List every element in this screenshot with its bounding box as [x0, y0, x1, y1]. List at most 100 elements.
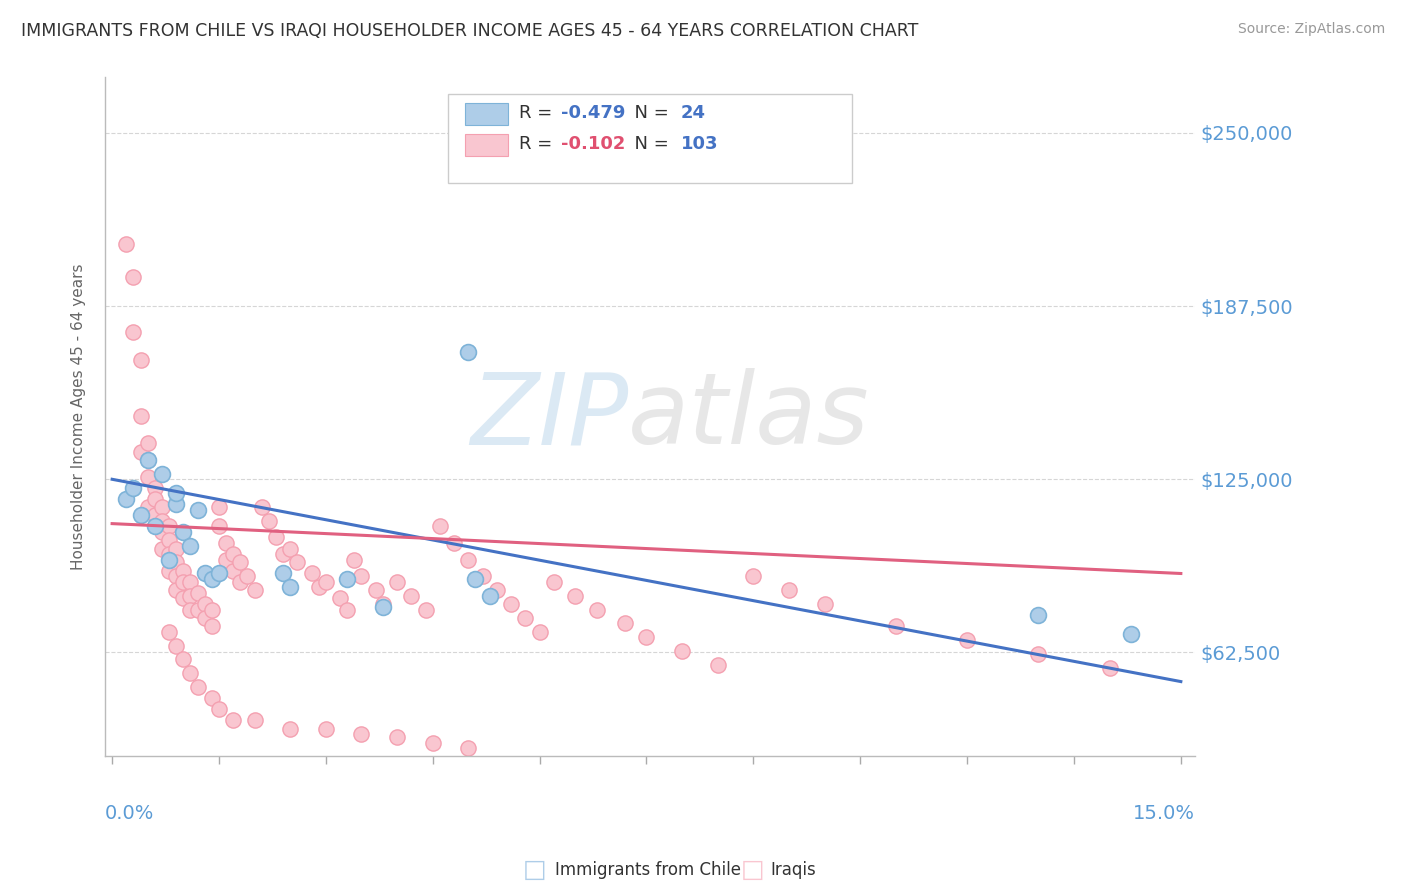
FancyBboxPatch shape — [465, 134, 509, 155]
Point — [229, 556, 252, 570]
Point — [315, 722, 337, 736]
Point — [129, 409, 152, 423]
Point — [364, 583, 387, 598]
Text: 24: 24 — [681, 104, 706, 122]
Text: atlas: atlas — [628, 368, 870, 466]
Point — [614, 616, 637, 631]
Point — [129, 444, 152, 458]
Point — [172, 652, 194, 666]
Point — [250, 500, 273, 514]
Point — [415, 602, 437, 616]
Point — [671, 644, 693, 658]
Point — [150, 524, 173, 539]
Text: N =: N = — [623, 135, 675, 153]
Point — [208, 519, 231, 533]
Point — [172, 564, 194, 578]
Point — [136, 469, 159, 483]
Text: □: □ — [523, 858, 546, 881]
Point — [478, 589, 501, 603]
Text: 103: 103 — [681, 135, 718, 153]
Point — [457, 344, 479, 359]
Point — [301, 566, 323, 581]
Point — [1028, 608, 1050, 623]
Point — [1028, 647, 1050, 661]
Text: R =: R = — [519, 104, 558, 122]
Point — [157, 533, 180, 548]
Text: ZIP: ZIP — [470, 368, 628, 466]
Point — [201, 572, 224, 586]
Point — [371, 599, 394, 614]
Text: -0.102: -0.102 — [561, 135, 626, 153]
Point — [471, 569, 494, 583]
Point — [143, 481, 166, 495]
Point — [457, 741, 479, 756]
Point — [194, 597, 217, 611]
Point — [585, 602, 607, 616]
Point — [179, 539, 201, 553]
Point — [350, 569, 373, 583]
Point — [136, 436, 159, 450]
Point — [529, 624, 551, 639]
Point — [884, 619, 907, 633]
Point — [165, 583, 187, 598]
Text: Source: ZipAtlas.com: Source: ZipAtlas.com — [1237, 22, 1385, 37]
Point — [422, 735, 444, 749]
Point — [208, 566, 231, 581]
Point — [208, 500, 231, 514]
Point — [464, 572, 486, 586]
Point — [165, 639, 187, 653]
Point — [236, 569, 259, 583]
Point — [243, 583, 266, 598]
Point — [179, 574, 201, 589]
Point — [706, 657, 728, 672]
Point — [157, 564, 180, 578]
Point — [308, 580, 330, 594]
Point — [115, 236, 138, 251]
Point — [278, 722, 301, 736]
Point — [457, 552, 479, 566]
Point — [136, 500, 159, 514]
Text: R =: R = — [519, 135, 558, 153]
Point — [278, 541, 301, 556]
Y-axis label: Householder Income Ages 45 - 64 years: Householder Income Ages 45 - 64 years — [72, 264, 86, 570]
Point — [157, 552, 180, 566]
Point — [742, 569, 765, 583]
Point — [187, 680, 209, 694]
Point — [243, 714, 266, 728]
Point — [329, 591, 352, 606]
Point — [813, 597, 835, 611]
Point — [122, 481, 145, 495]
Point — [401, 589, 423, 603]
Point — [443, 536, 465, 550]
FancyBboxPatch shape — [465, 103, 509, 125]
Point — [165, 569, 187, 583]
Point — [336, 602, 359, 616]
Point — [636, 630, 658, 644]
Point — [543, 574, 565, 589]
Point — [271, 566, 294, 581]
Point — [150, 514, 173, 528]
Point — [157, 624, 180, 639]
Point — [385, 730, 408, 744]
Point — [115, 491, 138, 506]
Point — [201, 602, 224, 616]
Point — [194, 566, 217, 581]
Text: Iraqis: Iraqis — [770, 861, 817, 879]
Point — [1098, 661, 1121, 675]
Point — [485, 583, 508, 598]
Text: Immigrants from Chile: Immigrants from Chile — [555, 861, 741, 879]
Point — [143, 491, 166, 506]
Text: N =: N = — [623, 104, 675, 122]
Point — [129, 353, 152, 368]
Point — [271, 547, 294, 561]
Point — [429, 519, 451, 533]
Point — [143, 519, 166, 533]
Point — [1119, 627, 1142, 641]
Point — [165, 497, 187, 511]
Point — [179, 602, 201, 616]
Point — [179, 589, 201, 603]
Point — [150, 467, 173, 481]
Point — [172, 524, 194, 539]
Point — [222, 564, 245, 578]
Text: IMMIGRANTS FROM CHILE VS IRAQI HOUSEHOLDER INCOME AGES 45 - 64 YEARS CORRELATION: IMMIGRANTS FROM CHILE VS IRAQI HOUSEHOLD… — [21, 22, 918, 40]
